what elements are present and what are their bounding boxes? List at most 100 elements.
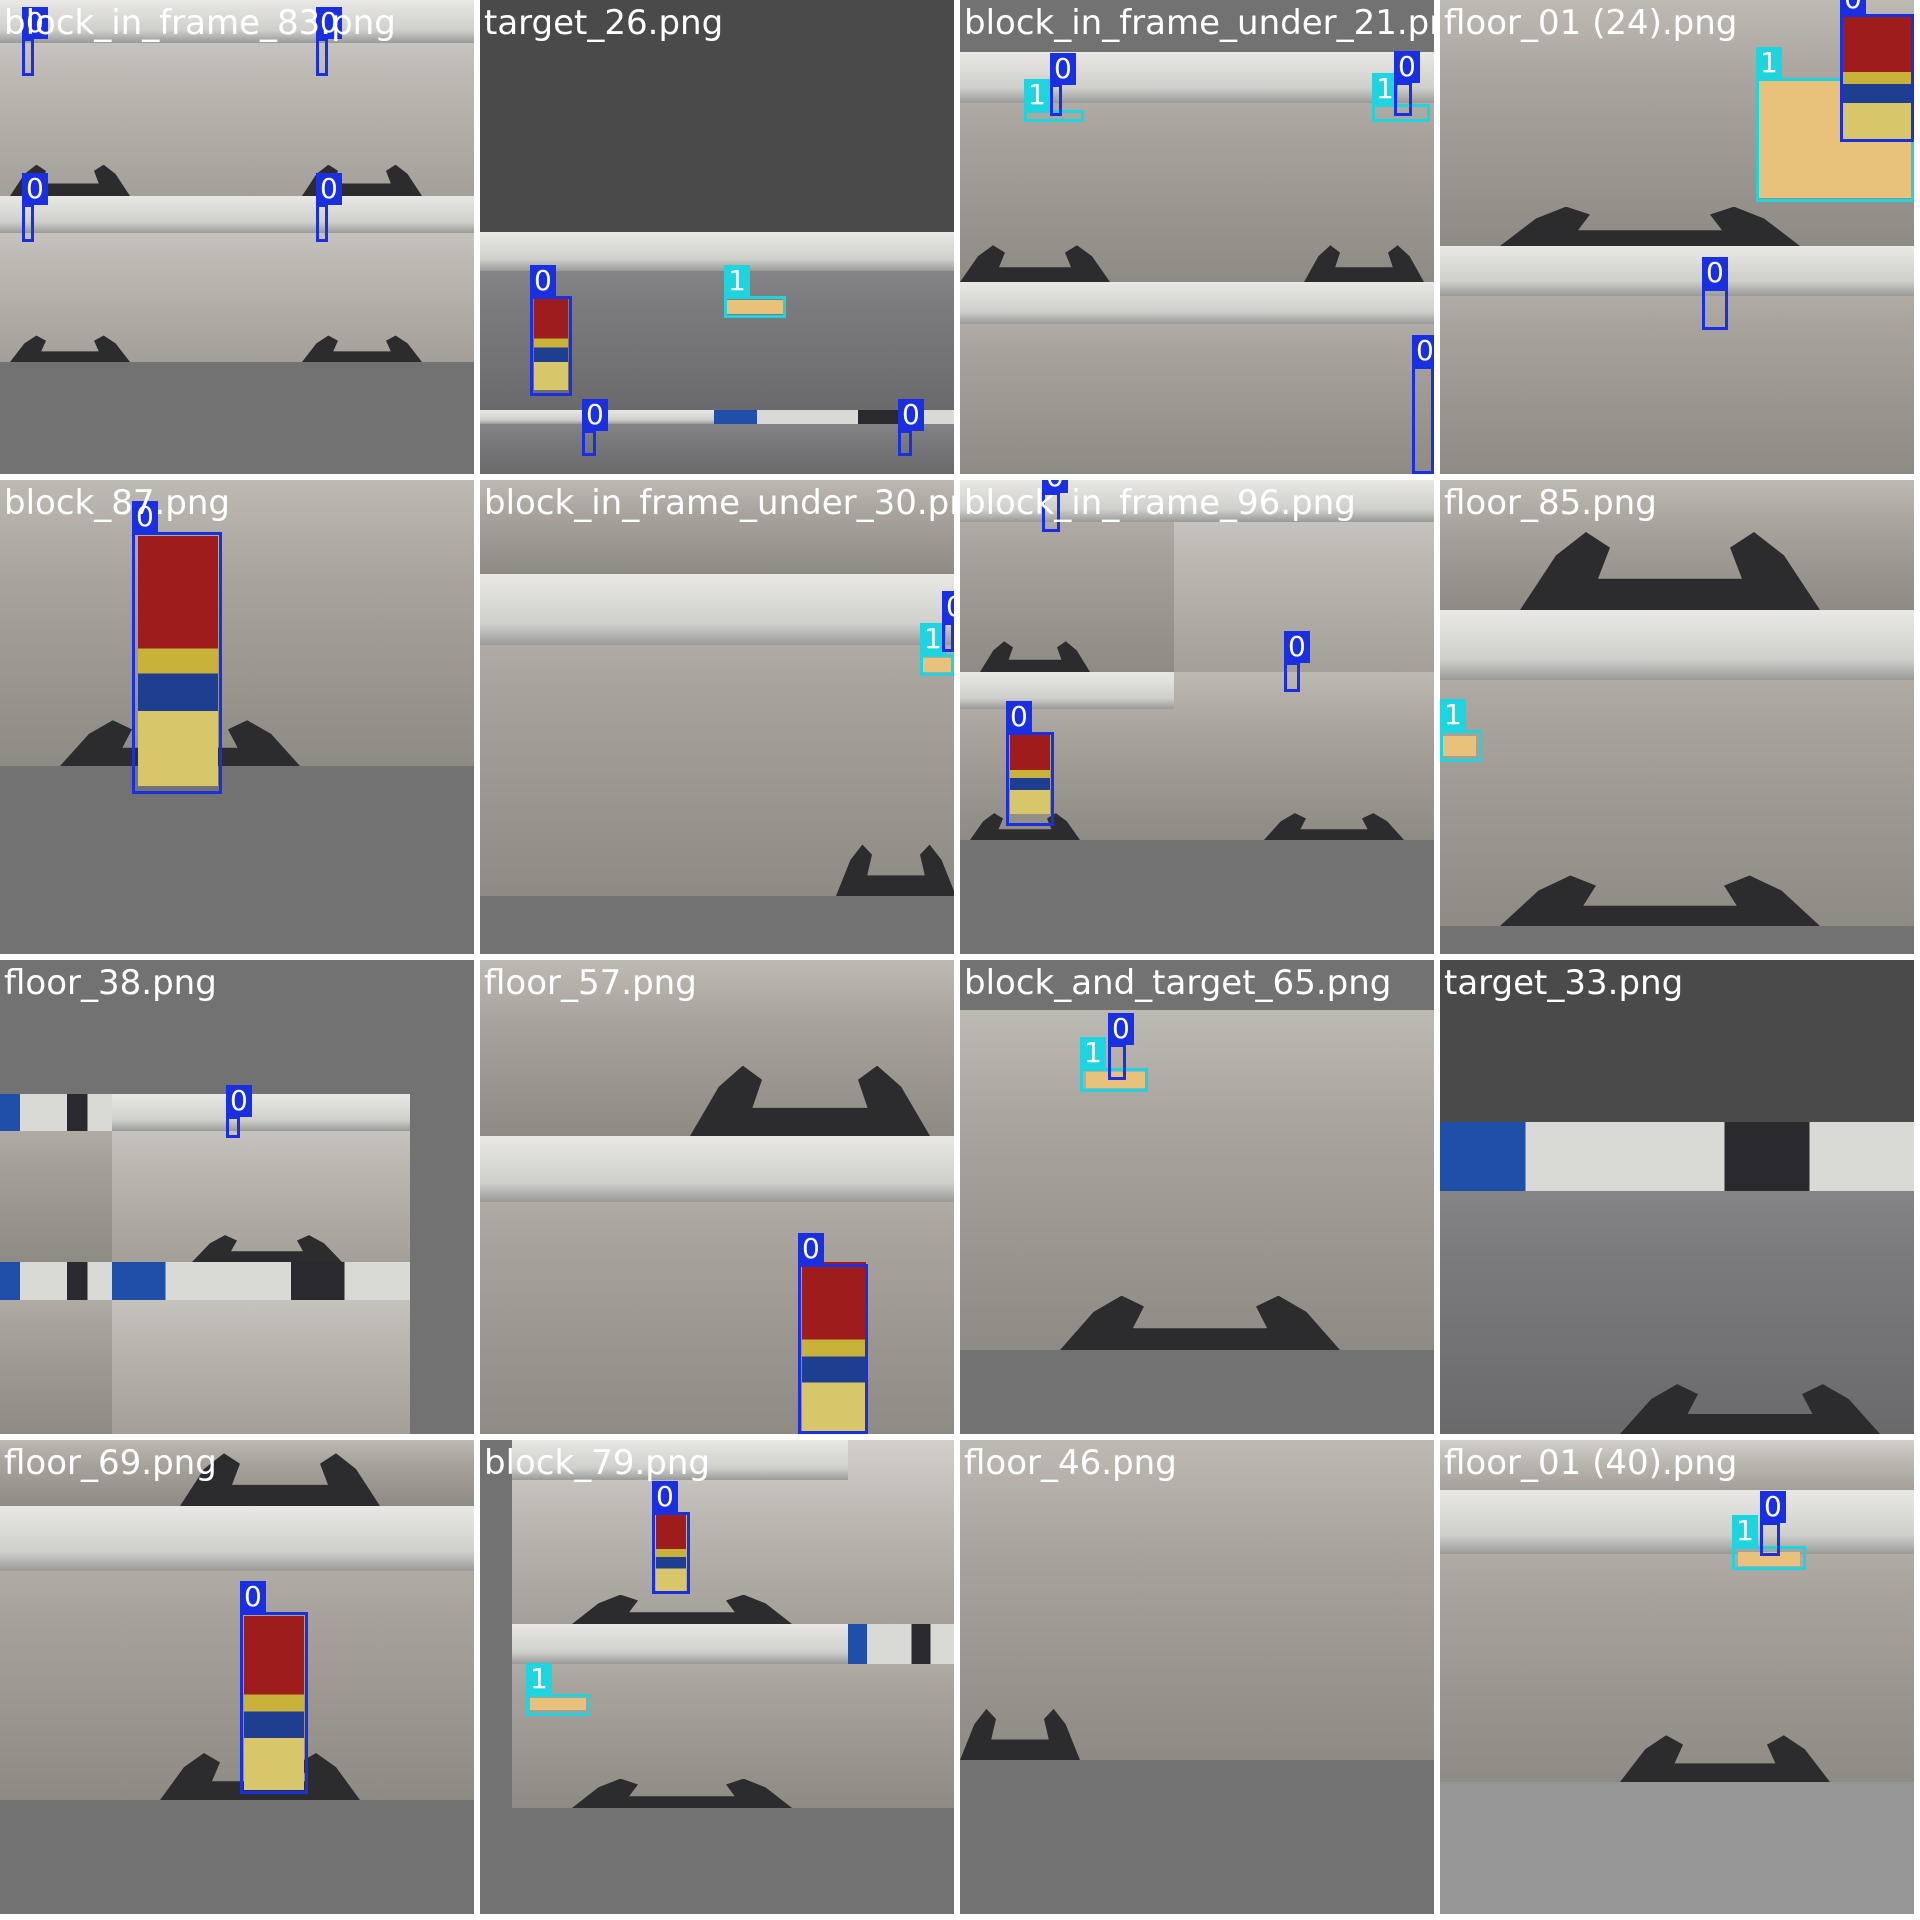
target-mat (1440, 736, 1476, 756)
camera-photo (0, 480, 474, 766)
target-bounding-box: 1 (1080, 1037, 1148, 1092)
block-bounding-box: 0 (652, 1481, 690, 1594)
class-label: 0 (22, 173, 48, 205)
block-bounding-box: 0 (316, 7, 342, 76)
class-label: 0 (798, 1233, 824, 1265)
class-label: 0 (1050, 53, 1076, 85)
class-label: 1 (920, 623, 946, 655)
block-bounding-box: 0 (1412, 335, 1434, 474)
class-label: 0 (1042, 480, 1068, 493)
image-filename: block_in_frame_under_21.png (964, 3, 1434, 43)
image-filename: floor_69.png (4, 1443, 217, 1483)
camera-photo (1242, 1440, 1434, 1760)
image-filename: block_in_frame_96.png (964, 483, 1356, 523)
class-label: 1 (724, 265, 750, 297)
target-bounding-box: 1 (1732, 1515, 1806, 1570)
mosaic-cell: 0 0 0 0 block_in_frame_83.png (0, 0, 474, 474)
mosaic-cell: 1 floor_85.png (1440, 480, 1914, 954)
image-filename: block_in_frame_under_30.png (484, 483, 954, 523)
camera-photo (112, 1094, 410, 1262)
image-filename: floor_57.png (484, 963, 697, 1003)
mosaic-cell: 0 0 0 block_in_frame_96.png (960, 480, 1434, 954)
block-bounding-box: 0 (530, 265, 572, 396)
camera-photo (848, 1624, 954, 1808)
class-label: 1 (1732, 1515, 1758, 1547)
class-label: 0 (316, 173, 342, 205)
camera-photo (480, 1136, 954, 1434)
image-filename: floor_46.png (964, 1443, 1177, 1483)
mosaic-cell: 0 1 0 0 target_26.png (480, 0, 954, 474)
image-filename: floor_01 (40).png (1444, 1443, 1738, 1483)
image-filename: floor_38.png (4, 963, 217, 1003)
block-bounding-box: 0 (898, 399, 924, 456)
block-bounding-box: 0 (240, 1581, 308, 1794)
mosaic-cell: 0 floor_57.png (480, 960, 954, 1434)
camera-photo (1440, 246, 1914, 474)
class-label: 0 (226, 1085, 252, 1117)
camera-photo (1440, 480, 1914, 610)
class-label: 0 (1840, 0, 1866, 15)
camera-photo (480, 480, 676, 574)
camera-photo (676, 480, 954, 574)
camera-photo (960, 1440, 1242, 1760)
camera-photo (1244, 282, 1434, 474)
class-label: 1 (1756, 47, 1782, 79)
camera-photo (0, 1262, 112, 1434)
mosaic-cell: 0 floor_38.png (0, 960, 474, 1434)
class-label: 0 (1394, 51, 1420, 83)
target-bounding-box: 1 (526, 1663, 590, 1716)
block-bounding-box: 0 (316, 173, 342, 242)
mosaic-cell: 1 0 0 floor_01 (24).png (1440, 0, 1914, 474)
class-label: 0 (530, 265, 556, 297)
camera-photo (960, 52, 1244, 282)
block-bounding-box: 0 (942, 591, 954, 652)
camera-photo (1440, 1122, 1914, 1434)
target-bounding-box: 1 (724, 265, 786, 318)
camera-photo (0, 1440, 474, 1506)
target-bounding-box: 1 (920, 623, 954, 676)
class-label: 0 (898, 399, 924, 431)
camera-photo (676, 574, 954, 896)
target-mat (726, 300, 784, 314)
block-bounding-box: 0 (22, 7, 48, 76)
image-filename: block_87.png (4, 483, 230, 523)
image-filename: block_in_frame_83.png (4, 3, 396, 43)
image-filename: block_79.png (484, 1443, 710, 1483)
camera-photo (960, 1010, 1434, 1350)
block-bounding-box: 0 (1394, 51, 1420, 116)
target-bounding-box: 1 (1440, 699, 1482, 762)
class-label: 1 (1440, 699, 1466, 731)
target-mat (1738, 1552, 1800, 1566)
class-label: 0 (1412, 335, 1434, 367)
camera-photo (480, 960, 954, 1136)
image-filename: target_33.png (1444, 963, 1684, 1003)
lego-block (802, 1262, 866, 1434)
image-filename: floor_01 (24).png (1444, 3, 1738, 43)
mosaic-cell: 1 0 1 0 0 block_in_frame_under_21.png (960, 0, 1434, 474)
block-bounding-box: 0 (1702, 257, 1728, 330)
camera-photo (960, 282, 1244, 474)
mosaic-cell: 1 0 block_and_target_65.png (960, 960, 1434, 1434)
mosaic-cell: 1 0 floor_01 (40).png (1440, 1440, 1914, 1914)
camera-photo (1174, 480, 1434, 672)
block-bounding-box: 0 (798, 1233, 868, 1434)
target-bounding-box: 1 (1024, 79, 1084, 122)
class-label: 0 (240, 1581, 266, 1613)
camera-photo (960, 480, 1174, 672)
image-filename: floor_85.png (1444, 483, 1657, 523)
camera-photo (0, 1506, 474, 1800)
camera-photo (0, 1094, 112, 1262)
camera-photo (1244, 52, 1434, 282)
camera-photo (1440, 610, 1914, 926)
camera-photo (1174, 672, 1434, 840)
block-bounding-box: 0 (132, 501, 222, 794)
camera-photo (512, 1624, 848, 1808)
class-label: 1 (1024, 79, 1050, 111)
camera-photo (1440, 1490, 1914, 1782)
lego-block (1010, 734, 1050, 814)
camera-photo (960, 672, 1174, 840)
block-bounding-box: 0 (226, 1085, 252, 1138)
mosaic-cell: target_33.png (1440, 960, 1914, 1434)
target-mat (530, 1698, 586, 1710)
